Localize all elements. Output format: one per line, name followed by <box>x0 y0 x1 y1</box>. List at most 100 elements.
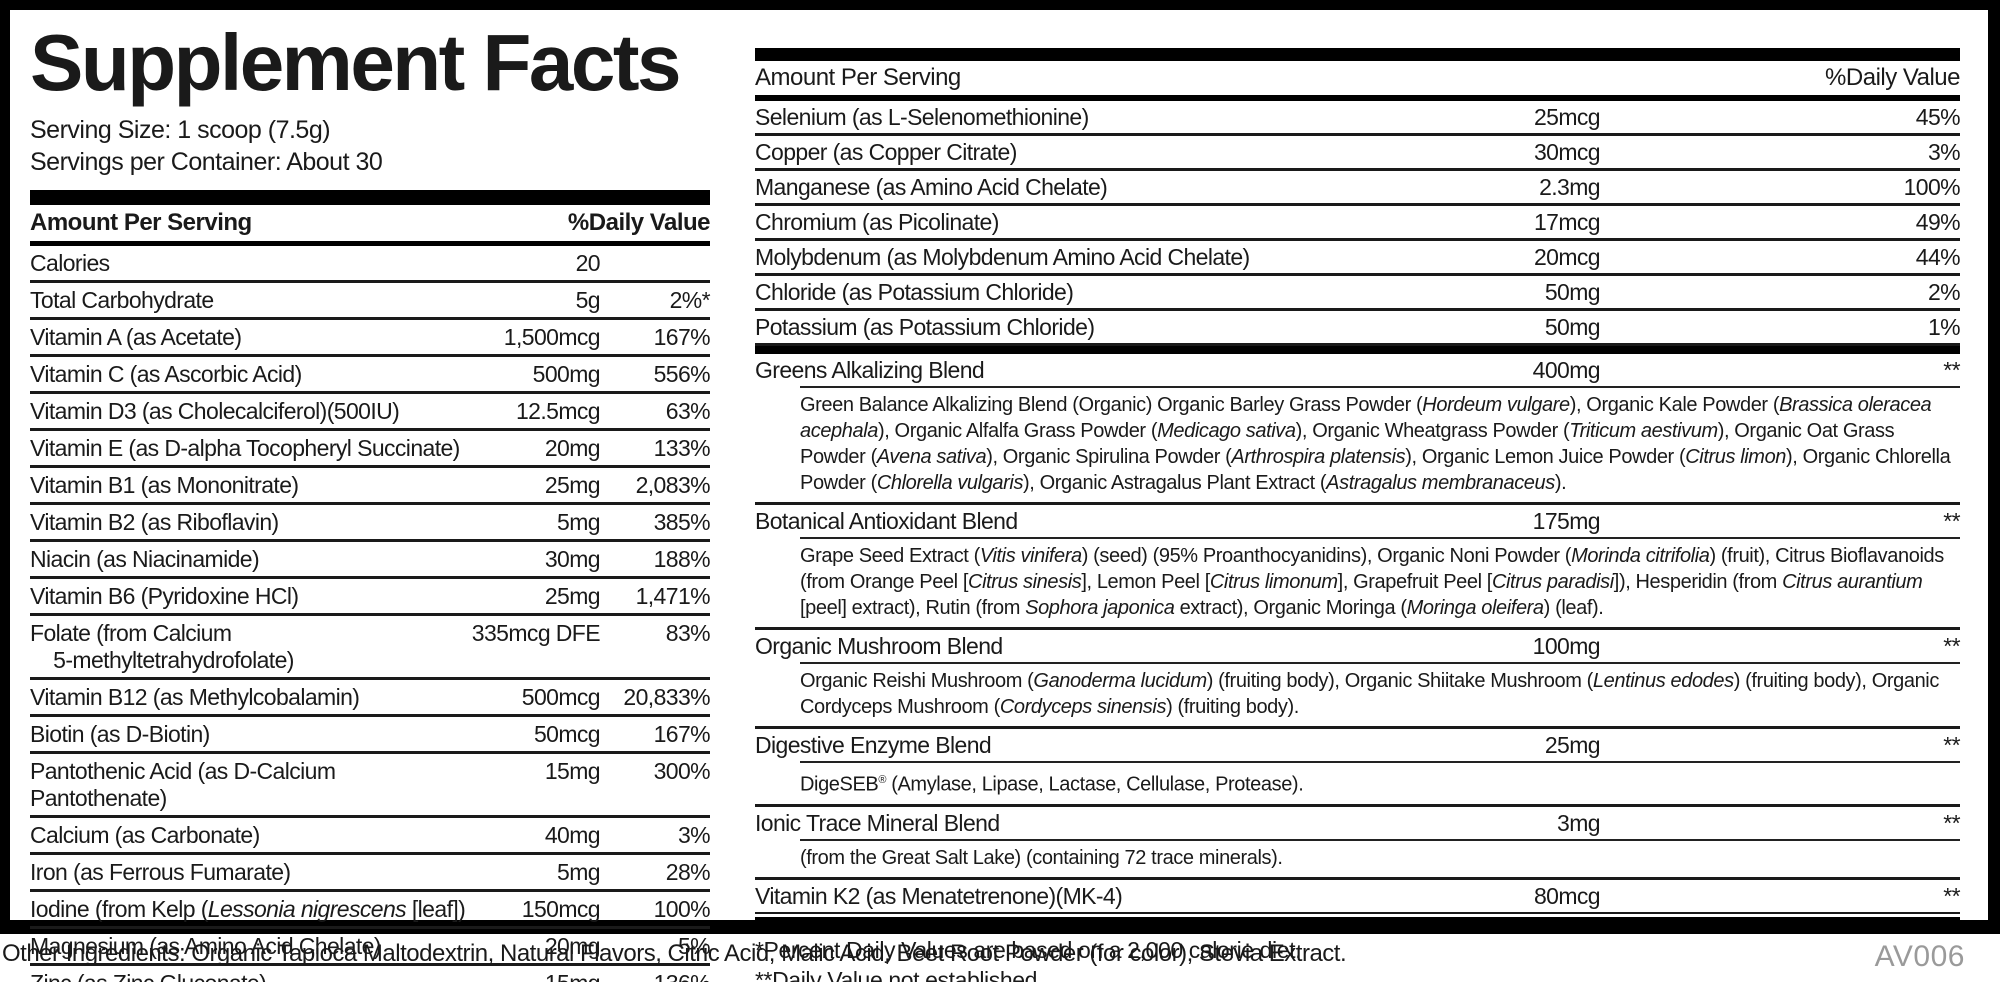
nutrient-name: Digestive Enzyme Blend <box>755 732 992 758</box>
nutrient-daily-value: 5% <box>677 932 711 959</box>
nutrient-daily-value: 167% <box>653 323 711 350</box>
nutrient-name: Chloride (as Potassium Chloride) <box>755 279 1074 305</box>
nutrient-amount: 50mg <box>1544 314 1601 340</box>
blend-section: Vitamin K2 (as Menatetrenone)(MK-4) 80mcg… <box>755 876 1961 912</box>
nutrient-daily-value: 28% <box>665 858 711 885</box>
nutrient-daily-value: 167% <box>653 720 711 747</box>
blend-section: Organic Mushroom Blend 100mg ** Organic Rei… <box>755 627 1961 726</box>
nutrient-row: Greens Alkalizing Blend 400mg ** <box>755 354 1961 386</box>
nutrient-daily-value: 556% <box>653 360 711 387</box>
right-nutrient-rows: Selenium (as L-Selenomethionine) 25mcg 45%… <box>755 101 1961 346</box>
nutrient-amount: 40mg <box>544 821 601 848</box>
nutrient-amount: 175mg <box>1532 508 1601 534</box>
nutrient-row: Calcium (as Carbonate) 40mg 3% <box>30 814 711 852</box>
nutrient-amount: 150mcg <box>521 895 601 922</box>
nutrient-row: Calories 20 <box>30 246 710 280</box>
nutrient-daily-value: ** <box>1943 809 1960 836</box>
nutrient-row: Vitamin B1 (as Mononitrate) 25mg 2,083% <box>30 464 711 502</box>
divider-bar <box>30 240 710 246</box>
nutrient-name: Molybdenum (as Molybdenum Amino Acid Che… <box>755 244 1250 270</box>
nutrient-name: Vitamin B2 (as Riboflavin) <box>30 508 279 535</box>
footnotes: *Percent Daily Values are based on a 2,0… <box>755 935 1960 982</box>
blend-section: Greens Alkalizing Blend 400mg ** Green Bala… <box>755 354 1961 502</box>
nutrient-amount: 30mcg <box>1533 139 1601 165</box>
nutrient-name: Pantothenic Acid (as D-Calcium Pantothen… <box>30 757 336 811</box>
nutrient-amount: 25mcg <box>1533 104 1601 130</box>
nutrient-daily-value: 44% <box>1915 244 1961 270</box>
nutrient-row: Iron (as Ferrous Fumarate) 5mg 28% <box>30 851 711 889</box>
header-daily-value: %Daily Value <box>1825 64 1960 91</box>
nutrient-row: Vitamin K2 (as Menatetrenone)(MK-4) 80mcg… <box>755 880 1961 912</box>
nutrient-daily-value: 2,083% <box>635 471 711 498</box>
nutrient-row: Vitamin E (as D-alpha Tocopheryl Succina… <box>30 427 711 465</box>
nutrient-name: Iron (as Ferrous Fumarate) <box>30 858 291 885</box>
blend-description: Green Balance Alkalizing Blend (Organic)… <box>800 394 1951 494</box>
nutrient-amount: 5g <box>575 286 601 313</box>
nutrient-amount: 20mcg <box>1533 244 1601 270</box>
nutrient-row: Vitamin D3 (as Cholecalciferol)(500IU) 12… <box>30 390 711 428</box>
nutrient-daily-value: 49% <box>1915 209 1961 235</box>
nutrient-daily-value: 188% <box>653 545 711 572</box>
nutrient-amount: 5mg <box>557 508 601 535</box>
right-panel: Amount Per Serving %Daily Value Selenium… <box>755 48 1961 982</box>
left-nutrient-rows: Calories 20 Total Carbohydrate 5g 2%* Vitamin… <box>30 246 711 982</box>
nutrient-amount: 400mg <box>1532 357 1601 383</box>
nutrient-amount: 15mg <box>544 757 601 784</box>
nutrient-name: Potassium (as Potassium Chloride) <box>755 314 1095 340</box>
nutrient-row: Vitamin A (as Acetate) 1,500mcg 167% <box>30 316 711 354</box>
nutrient-row: Total Carbohydrate 5g 2%* <box>30 279 711 317</box>
blend-description: Organic Reishi Mushroom (Ganoderma lucid… <box>800 670 1939 718</box>
nutrient-row: Biotin (as D-Biotin) 50mcg 167% <box>30 713 711 751</box>
nutrient-daily-value: 3% <box>1927 139 1961 165</box>
nutrient-name: Manganese (as Amino Acid Chelate) <box>755 174 1108 200</box>
nutrient-amount: 25mg <box>544 471 601 498</box>
nutrient-row: Ionic Trace Mineral Blend 3mg ** <box>755 807 1961 839</box>
blend-sub-rule <box>800 662 1960 664</box>
nutrient-name: Botanical Antioxidant Blend <box>755 508 1018 534</box>
header-amount-per-serving: Amount Per Serving <box>30 208 252 236</box>
nutrient-amount: 50mg <box>1544 279 1601 305</box>
serving-size: Serving Size: 1 scoop (7.5g) <box>30 115 331 144</box>
nutrient-daily-value: 1% <box>1927 314 1961 340</box>
nutrient-amount: 20 <box>575 249 601 276</box>
serving-info: Serving Size: 1 scoop (7.5g) Servings pe… <box>30 114 710 178</box>
nutrient-name: Vitamin C (as Ascorbic Acid) <box>30 360 302 387</box>
nutrient-amount: 50mcg <box>533 720 601 747</box>
nutrient-amount: 17mcg <box>1533 209 1601 235</box>
nutrient-name: Iodine (from Kelp (Lessonia nigrescens [… <box>30 895 466 922</box>
nutrient-name: Organic Mushroom Blend <box>755 633 1003 659</box>
nutrient-daily-value: 385% <box>653 508 711 535</box>
nutrient-row: Iodine (from Kelp (Lessonia nigrescens [… <box>30 888 711 926</box>
nutrient-daily-value: 133% <box>653 434 711 461</box>
nutrient-daily-value: 20,833% <box>623 683 710 710</box>
nutrient-row: Potassium (as Potassium Chloride) 50mg 1% <box>755 311 1961 346</box>
nutrient-name: Magnesium (as Amino Acid Chelate) <box>30 932 382 959</box>
nutrient-row: Copper (as Copper Citrate) 30mcg 3% <box>755 136 1961 171</box>
nutrient-amount: 20mg <box>544 434 601 461</box>
nutrient-row: Vitamin B2 (as Riboflavin) 5mg 385% <box>30 501 711 539</box>
label-border-left <box>0 0 10 934</box>
nutrient-name: Biotin (as D-Biotin) <box>30 720 210 747</box>
nutrient-name: Calories <box>30 249 110 276</box>
nutrient-amount: 500mg <box>532 360 601 387</box>
right-table-header: Amount Per Serving %Daily Value <box>755 61 1960 95</box>
divider-bar <box>755 916 1960 927</box>
nutrient-name: Greens Alkalizing Blend <box>755 357 985 383</box>
nutrient-amount: 3mg <box>1557 809 1601 836</box>
blend-sub-rule <box>800 537 1960 539</box>
page-title: Supplement Facts <box>30 18 682 107</box>
nutrient-amount: 2.3mg <box>1539 174 1601 200</box>
label-code: AV006 <box>1874 940 1965 973</box>
nutrient-daily-value: 63% <box>665 397 711 424</box>
nutrient-row: Vitamin B12 (as Methylcobalamin) 500mcg 20… <box>30 676 711 714</box>
divider-bar <box>755 48 1960 61</box>
nutrient-daily-value: ** <box>1943 357 1960 383</box>
other-ingredients: Other Ingredients: Organic Tapioca Malto… <box>2 940 1347 967</box>
nutrient-daily-value: 45% <box>1915 104 1961 130</box>
nutrient-name: Total Carbohydrate <box>30 286 214 313</box>
nutrient-name: Chromium (as Picolinate) <box>755 209 999 235</box>
nutrient-daily-value: 2%* <box>669 286 711 313</box>
nutrient-name: Zinc (as Zinc Gluconate) <box>30 970 470 982</box>
nutrient-amount: 1,500mcg <box>503 323 601 350</box>
nutrient-name: Vitamin B12 (as Methylcobalamin) <box>30 683 360 710</box>
